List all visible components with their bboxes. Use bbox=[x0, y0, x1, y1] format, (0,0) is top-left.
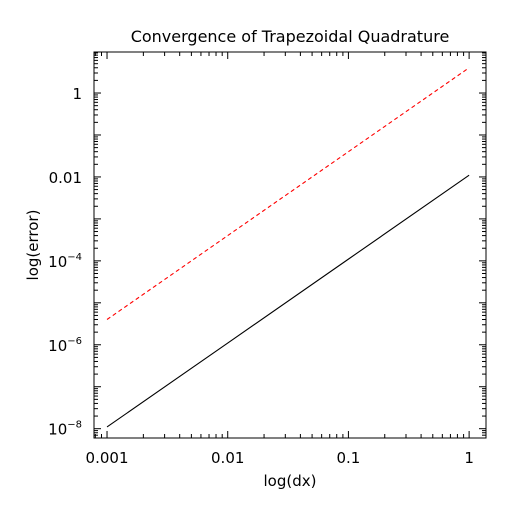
y-tick-label: 1 bbox=[72, 85, 82, 103]
x-axis-ticks: 0.001 0.01 0.1 1 bbox=[86, 52, 474, 467]
series-line-dashed bbox=[106, 67, 470, 320]
plot-frame bbox=[93, 51, 487, 439]
y-axis-ticks: 10−8 10−6 10−4 0.01 1 bbox=[48, 52, 486, 439]
x-tick-label: 0.01 bbox=[211, 449, 244, 467]
chart-title: Convergence of Trapezoidal Quadrature bbox=[131, 27, 450, 46]
y-tick-label: 0.01 bbox=[49, 169, 82, 187]
y-tick-label: 10−6 bbox=[48, 336, 82, 355]
y-axis-label: log(error) bbox=[24, 210, 42, 281]
plot-area bbox=[106, 67, 470, 428]
x-axis-label: log(dx) bbox=[264, 472, 317, 490]
x-tick-label: 1 bbox=[464, 449, 474, 467]
y-tick-label: 10−8 bbox=[48, 420, 82, 439]
x-tick-label: 0.001 bbox=[86, 449, 129, 467]
y-tick-label: 10−4 bbox=[48, 252, 82, 271]
series-line-solid bbox=[106, 174, 470, 428]
x-tick-label: 0.1 bbox=[336, 449, 360, 467]
